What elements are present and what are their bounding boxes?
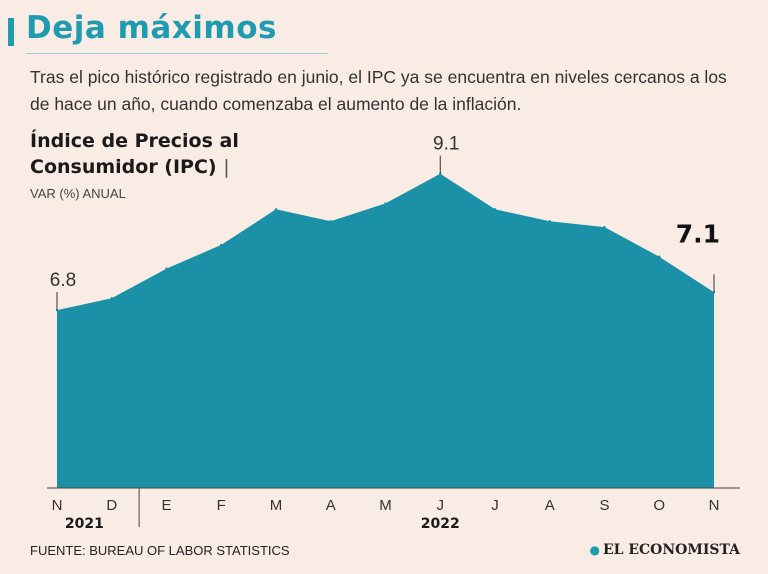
x-tick-label-11: O xyxy=(653,497,665,514)
data-point-5 xyxy=(329,220,332,223)
data-point-10 xyxy=(603,225,606,229)
page-title: Deja máximos xyxy=(26,10,277,46)
x-tick-label-1: D xyxy=(106,497,117,514)
data-point-3 xyxy=(220,243,223,247)
data-label-12: 7.1 xyxy=(676,219,720,248)
x-tick-label-9: A xyxy=(545,497,555,514)
x-tick-label-7: J xyxy=(437,497,445,514)
x-tick-label-2: E xyxy=(161,497,171,514)
x-tick-label-8: J xyxy=(491,497,499,514)
measure-title-pipe: | xyxy=(223,156,230,178)
measure-title: Índice de Precios al Consumidor (IPC) | xyxy=(30,128,239,180)
x-tick-label-3: F xyxy=(217,497,226,514)
data-point-6 xyxy=(384,202,387,205)
measure-title-line1: Índice de Precios al xyxy=(30,130,239,152)
brand-logo: ● EL ECONOMISTA xyxy=(589,542,740,558)
x-tick-label-10: S xyxy=(599,497,609,514)
x-tick-label-5: A xyxy=(326,497,336,514)
brand-mark-icon: ● xyxy=(589,543,600,557)
x-tick-label-12: N xyxy=(709,497,720,514)
data-point-9 xyxy=(548,220,551,223)
data-point-4 xyxy=(274,208,278,211)
x-tick-label-6: M xyxy=(379,497,392,514)
data-point-11 xyxy=(658,255,661,258)
data-point-1 xyxy=(110,297,113,300)
data-label-7: 9.1 xyxy=(433,134,459,155)
title-underline xyxy=(26,53,328,54)
measure-title-line2: Consumidor (IPC) xyxy=(30,156,217,178)
source-note: FUENTE: BUREAU OF LABOR STATISTICS xyxy=(30,543,290,558)
brand-name: EL ECONOMISTA xyxy=(602,542,740,558)
data-point-8 xyxy=(493,208,497,211)
x-tick-label-4: M xyxy=(270,497,283,514)
chart-subtitle: Tras el pico histórico registrado en jun… xyxy=(30,67,727,114)
units-label: VAR (%) ANUAL xyxy=(30,186,126,201)
data-point-2 xyxy=(165,267,168,270)
year-label-2021: 2021 xyxy=(65,516,104,532)
title-accent-bar xyxy=(8,18,14,46)
data-label-0: 6.8 xyxy=(50,270,76,291)
x-tick-label-0: N xyxy=(52,497,63,514)
ipc-area-series xyxy=(57,173,714,488)
year-label-2022: 2022 xyxy=(421,516,460,532)
